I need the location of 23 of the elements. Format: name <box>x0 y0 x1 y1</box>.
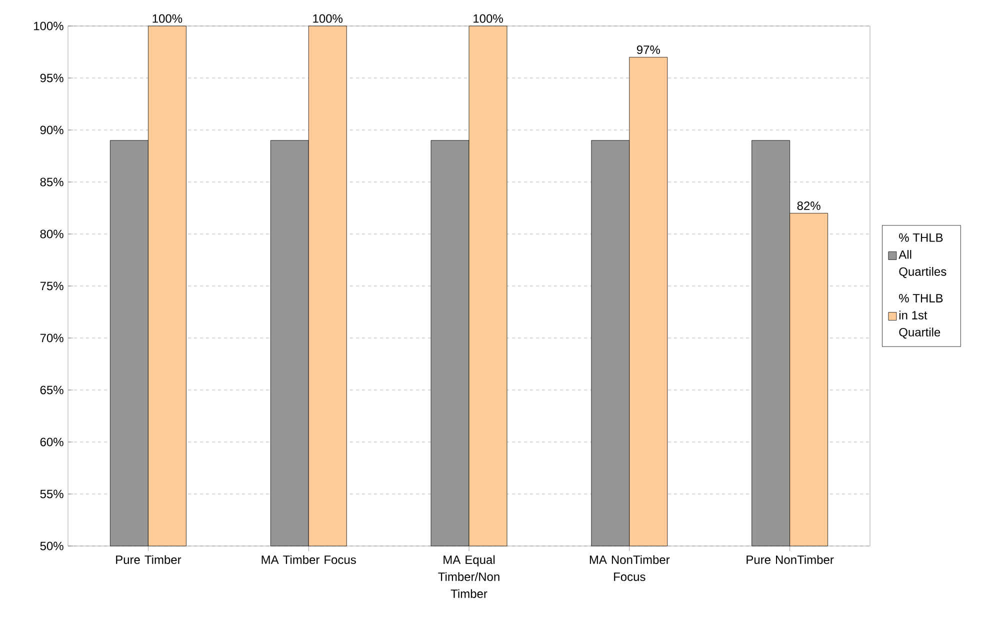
x-tick-label: MA Timber Focus <box>262 555 356 564</box>
data-label: 100% <box>474 14 503 23</box>
y-tick-label: 85% <box>40 178 64 186</box>
y-tick-label: 90% <box>40 126 64 134</box>
y-tick-label: 70% <box>40 334 64 342</box>
y-tick-label: 100% <box>34 22 64 30</box>
legend-label: % THLB All Quartiles <box>898 233 946 278</box>
data-label: 100% <box>313 14 343 23</box>
x-tick-label: Pure NonTimber <box>746 555 834 564</box>
y-tick-label: 60% <box>40 438 64 446</box>
data-label: 97% <box>636 46 660 54</box>
y-tick-label: 75% <box>40 282 64 290</box>
y-tick-label: 50% <box>40 542 64 550</box>
y-tick-label: 95% <box>40 74 64 82</box>
x-tick-label: MA Equal Timber/Non Timber <box>438 555 500 598</box>
y-tick-label: 55% <box>40 490 64 498</box>
data-label: 100% <box>152 14 182 23</box>
legend-label: % THLB in 1st Quartile <box>899 294 943 339</box>
y-tick-label: 65% <box>40 386 64 394</box>
x-tick-label: Pure Timber <box>116 555 182 564</box>
x-tick-label: MA NonTimber Focus <box>590 555 670 582</box>
y-tick-label: 80% <box>40 230 64 238</box>
data-label: 82% <box>797 202 820 210</box>
